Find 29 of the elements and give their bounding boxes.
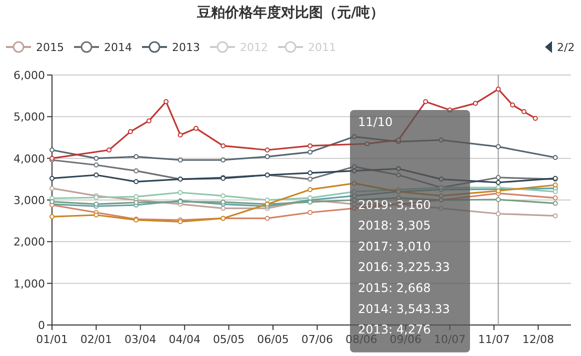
- annotation: 2017: 3,010: [358, 239, 431, 254]
- annotation: 2019: 3,160: [358, 198, 431, 212]
- chart-title: 豆粕价格年度对比图（元/吨）: [196, 4, 384, 21]
- y-tick-label: 5,000: [14, 110, 45, 124]
- x-tick-label: 03/04: [124, 333, 156, 346]
- y-tick-label: 0: [38, 319, 45, 332]
- text: 2/2: [557, 41, 575, 54]
- x-tick-label: 07/06: [301, 333, 334, 346]
- annotation: 2016: 3,225.33: [358, 260, 450, 274]
- y-tick-label: 3,000: [14, 194, 45, 207]
- y-tick-label: 2,000: [14, 236, 45, 249]
- annotation: 2014: 3,543.33: [358, 302, 450, 316]
- y-tick-label: 6,000: [14, 69, 45, 82]
- x-tick-label: 02/01: [80, 333, 112, 346]
- annotation: 2018: 3,305: [358, 218, 431, 233]
- legend-label: 2014: [104, 41, 132, 54]
- x-tick-label: 01/01: [36, 333, 68, 346]
- x-tick-label: 04/04: [168, 333, 200, 346]
- x-tick-label: 06/05: [257, 333, 289, 346]
- x-tick-label: 11/07: [478, 333, 510, 346]
- y-tick-label: 4,000: [14, 152, 45, 166]
- annotation: 2015: 2,668: [358, 281, 431, 295]
- legend-label: 2015: [36, 41, 64, 54]
- legend-label: 2013: [172, 41, 200, 54]
- x-tick-label: 12/08: [522, 333, 554, 346]
- y-tick-label: 1,000: [14, 277, 45, 290]
- x-tick-label: 05/05: [212, 333, 245, 346]
- x-tick-label: 09/06: [390, 333, 422, 346]
- annotation: 11/10: [358, 115, 393, 129]
